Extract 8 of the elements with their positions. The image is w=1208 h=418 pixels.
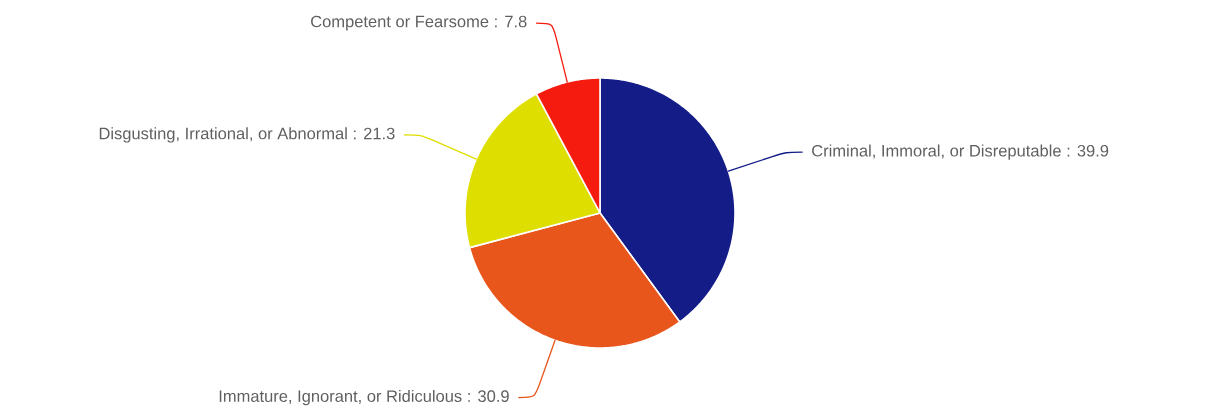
data-label: : 39.9: [1067, 144, 1109, 157]
slice-label: Immature, Ignorant, or Ridiculous: [219, 389, 462, 406]
slice-label: Criminal, Immoral, or Disreputable: [812, 144, 1061, 160]
data-label: : 21.3: [354, 127, 395, 140]
data-label: : 7.8: [495, 15, 527, 28]
slice-label: Disgusting, Irrational, or Abnormal: [99, 127, 347, 143]
slice-label: Competent or Fearsome: [311, 15, 489, 31]
data-label: : 30.9: [468, 390, 509, 402]
